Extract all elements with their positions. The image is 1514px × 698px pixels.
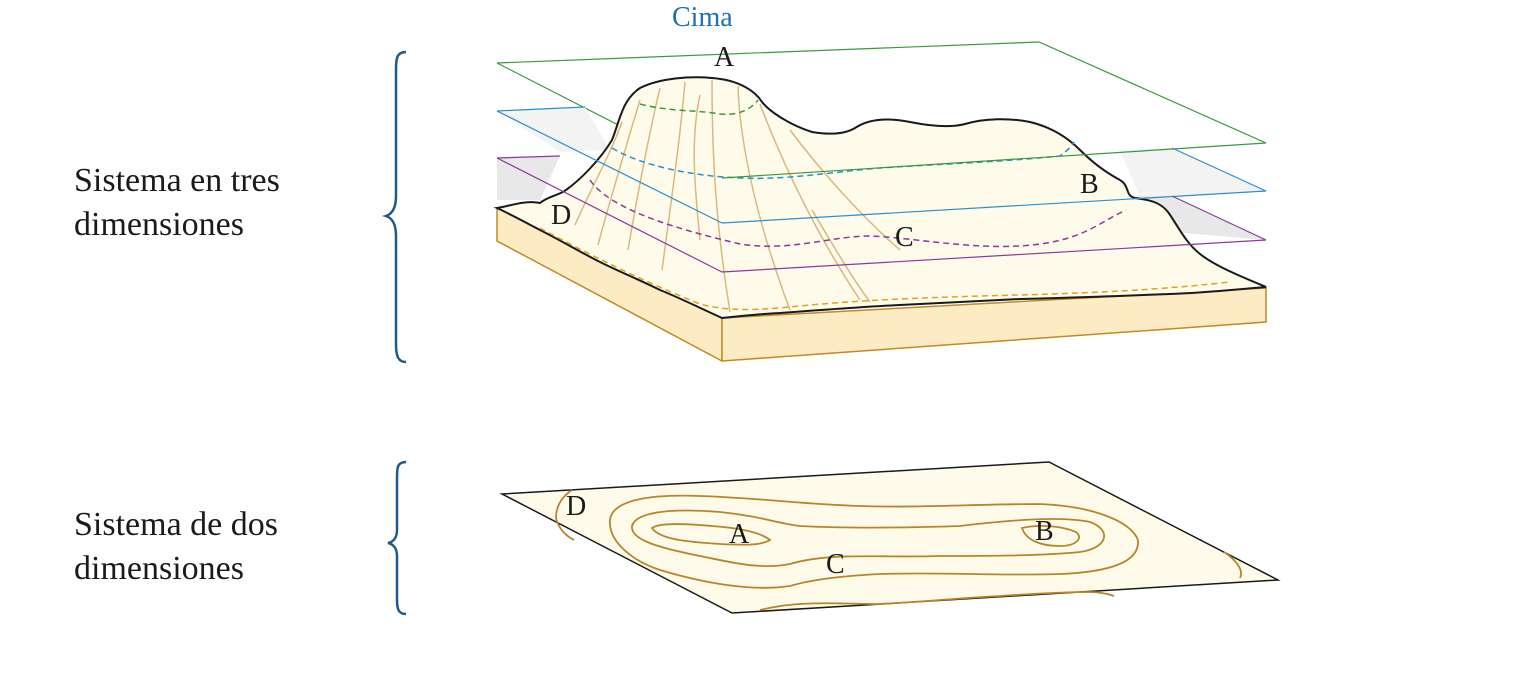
label-3d-line2: dimensiones [74,206,244,243]
plane-mid-back-right [1171,147,1267,192]
plane-low-back-left-stub [496,155,561,159]
label-two-dimensional-system: Sistema de dos dimensiones [74,503,374,591]
contour-2d-edge-d [555,489,575,541]
label-3d-line1: Sistema en tres [74,162,280,199]
terrain-slope-lines [574,79,901,313]
contour-2d-outer [609,494,1139,589]
contour-2d-mid [631,509,1105,567]
plane-mid-back-left [496,110,723,224]
label-2d-line2: dimensiones [74,550,244,587]
point-c-2d: C [826,549,845,580]
point-a-2d: A [729,519,750,550]
point-b-2d: B [1035,516,1054,547]
contour-2d-edge-bottom [759,591,1115,611]
plane-mid-gray-fill-left [497,107,610,152]
contour-2d-inner-b [1020,525,1081,547]
plane-top-front [721,142,1267,179]
contour-lines-2d [555,489,1242,611]
brace-2d [387,460,407,616]
contour-2d-inner-a [650,523,772,546]
point-d-3d: D [551,200,571,231]
plane-mid-back-left-stub [496,106,586,112]
summit-label: Cima [672,2,733,33]
point-a-3d: A [714,42,735,73]
plane-low-back-left [496,157,723,273]
contour-base-3d [539,227,1231,311]
plane-low-front [721,239,1267,273]
contour-top-3d [639,99,759,116]
plane-low-back-right [1171,195,1267,241]
point-c-3d: C [895,222,914,253]
label-2d-line1: Sistema de dos [74,506,278,543]
contour-low-3d [589,179,1127,248]
point-d-2d: D [566,491,586,522]
brace-3d [382,50,407,364]
terrain-surface [493,76,1267,320]
plane-mid-front [721,190,1267,224]
label-three-dimensional-system: Sistema en tres dimensiones [74,159,374,247]
plane-mid-gray-fill-right [1120,148,1266,198]
plane-low-gray-fill-left [497,156,560,200]
map-sheet-2d [499,461,1281,614]
point-b-3d: B [1080,169,1099,200]
plane-top-back [496,41,1267,144]
contour-2d-edge-right [1223,551,1242,579]
